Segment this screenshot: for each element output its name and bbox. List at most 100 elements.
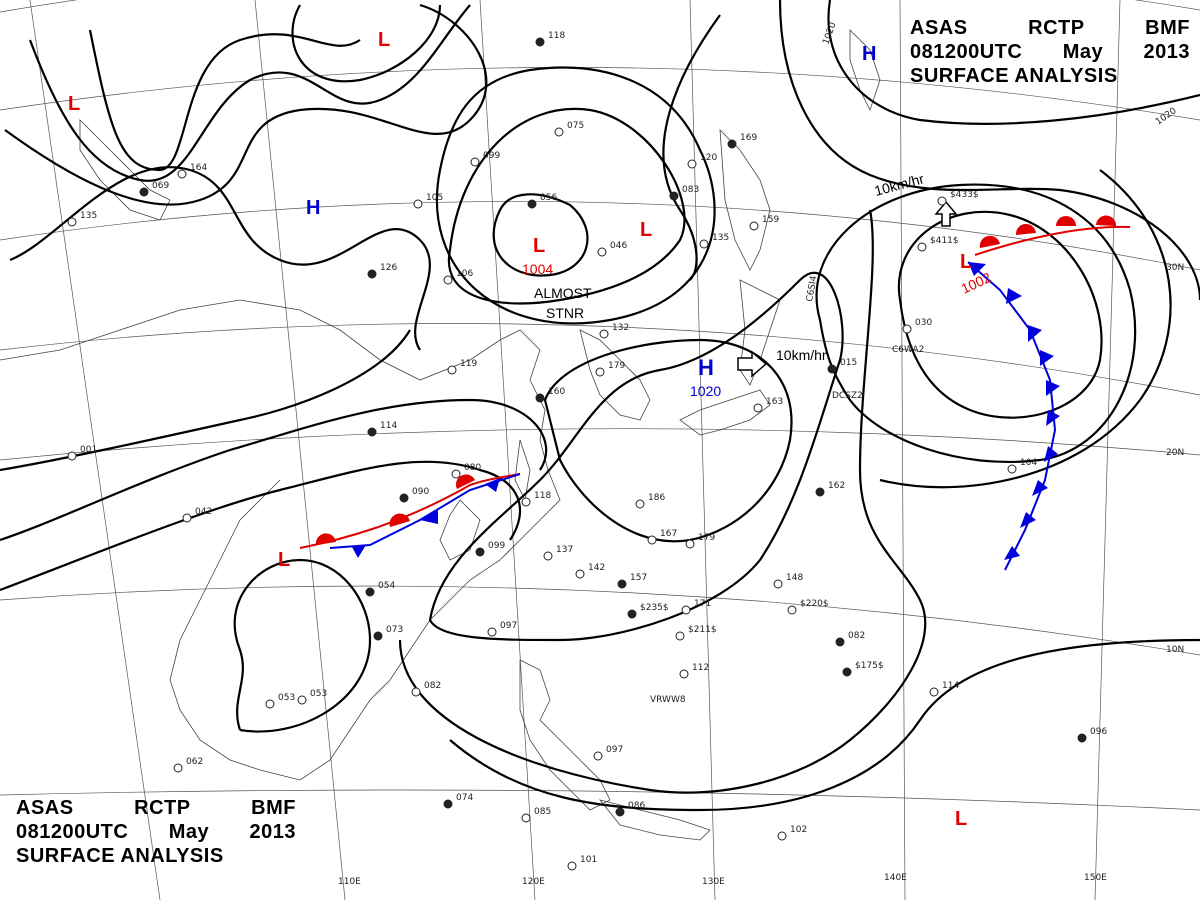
station-values: 118 075 099 056 046 120 083 159 135 169 164 105 126 1…	[80, 31, 1107, 865]
station-value: $211$	[688, 625, 717, 635]
station-dot	[787, 605, 797, 615]
station-value: 118	[548, 31, 565, 41]
header-suffix: BMF	[1145, 17, 1190, 39]
station-value: 090	[412, 487, 429, 497]
station-dot	[399, 493, 409, 503]
station-dot	[373, 631, 383, 641]
station-dot	[929, 687, 939, 697]
lon-label-110e: 110E	[338, 877, 361, 887]
station-dot	[615, 807, 625, 817]
station-value: 046	[610, 241, 627, 251]
station-dot	[527, 199, 537, 209]
station-value: 104	[1020, 458, 1037, 468]
station-dot	[367, 427, 377, 437]
station-value: 186	[648, 493, 665, 503]
station-dot	[773, 579, 783, 589]
station-dot	[777, 831, 787, 841]
station-value: $175$	[855, 661, 884, 671]
station-dot	[413, 199, 423, 209]
station-value: 099	[483, 151, 500, 161]
station-dot	[182, 513, 192, 523]
station-dot	[835, 637, 845, 647]
station-dot	[635, 499, 645, 509]
station-value: 056	[540, 193, 557, 203]
isobar-label-1020-north: 1020	[821, 21, 838, 46]
station-dot	[67, 217, 77, 227]
station-value: 075	[567, 121, 584, 131]
lon-label-140e: 140E	[884, 873, 907, 883]
header-station-code: RCTP	[1028, 17, 1085, 39]
station-value: 114	[942, 681, 959, 691]
station-dot	[177, 169, 187, 179]
station-value: 169	[740, 133, 757, 143]
station-dot	[617, 579, 627, 589]
station-value: 135	[712, 233, 729, 243]
high-pressure-value-1: 1020	[690, 383, 721, 399]
low-marker-south: L	[278, 549, 290, 571]
station-dot	[443, 799, 453, 809]
station-dot	[575, 569, 585, 579]
header-month: May	[168, 821, 210, 843]
station-code-c6wa2: C6WA2	[892, 345, 924, 355]
cold-front-south	[329, 473, 521, 558]
station-value: 030	[915, 318, 932, 328]
station-value: 001	[80, 445, 97, 455]
header-title: SURFACE ANALYSIS	[16, 845, 224, 867]
isobar-label-1020-east: 1020	[1154, 106, 1179, 127]
station-dot	[749, 221, 759, 231]
lat-label-10n: 10N	[1166, 645, 1184, 655]
station-dot	[699, 239, 709, 249]
station-dot	[543, 551, 553, 561]
station-value: 126	[380, 263, 397, 273]
station-dot	[554, 127, 564, 137]
station-value: 159	[762, 215, 779, 225]
cold-front-east	[967, 261, 1060, 571]
station-value: 073	[386, 625, 403, 635]
station-value: 142	[588, 563, 605, 573]
low-pressure-value-2: 1002	[959, 269, 994, 297]
station-dot	[365, 587, 375, 597]
station-dot	[411, 687, 421, 697]
station-value: $235$	[640, 603, 669, 613]
station-value: 082	[424, 681, 441, 691]
station-dot	[917, 242, 927, 252]
station-dot	[521, 497, 531, 507]
station-dot	[535, 393, 545, 403]
station-value: 074	[456, 793, 473, 803]
station-dot	[1077, 733, 1087, 743]
station-value: 162	[828, 481, 845, 491]
station-dot	[902, 324, 912, 334]
low-pressure-center-2: L	[960, 251, 972, 273]
station-code-vrww8: VRWW8	[650, 695, 686, 705]
station-dot	[443, 275, 453, 285]
high-marker-west: H	[306, 197, 320, 219]
station-value: 101	[580, 855, 597, 865]
motion-label-1: 10km/hr	[776, 347, 827, 363]
lat-label-20n: 20N	[1166, 448, 1184, 458]
station-dot	[685, 539, 695, 549]
motion-arrow-east	[737, 350, 768, 378]
header-center-code: ASAS	[16, 797, 74, 819]
header-title: SURFACE ANALYSIS	[910, 65, 1118, 87]
station-value: 164	[190, 163, 207, 173]
station-value: 167	[660, 529, 677, 539]
station-dot	[669, 191, 679, 201]
station-dot	[139, 187, 149, 197]
station-dot	[937, 196, 947, 206]
station-dot	[597, 247, 607, 257]
station-dot	[447, 365, 457, 375]
station-value: 042	[195, 507, 212, 517]
station-value: 179	[608, 361, 625, 371]
station-value: $220$	[800, 599, 829, 609]
station-dot	[487, 627, 497, 637]
station-dot	[521, 813, 531, 823]
station-value: 119	[460, 359, 477, 369]
lon-label-150e: 150E	[1084, 873, 1107, 883]
low-marker-central: L	[640, 219, 652, 241]
station-value: 085	[534, 807, 551, 817]
station-value: 099	[488, 541, 505, 551]
station-dot	[67, 451, 77, 461]
station-value: 097	[500, 621, 517, 631]
station-value: 053	[310, 689, 327, 699]
header-time: 081200UTC	[16, 821, 129, 843]
